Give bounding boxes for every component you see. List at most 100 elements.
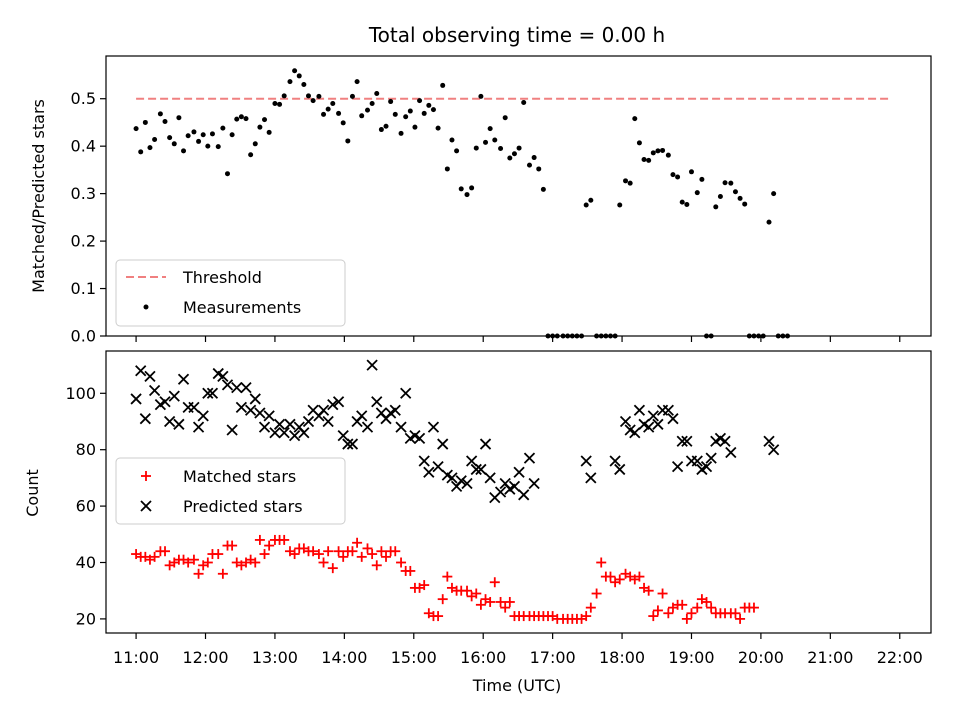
predicted-stars-point [580,455,592,467]
measurement-point [417,98,423,104]
measurement-point [248,152,254,158]
matched-stars-point [202,557,213,568]
measurement-point [138,149,144,155]
matched-stars-point [338,551,349,562]
predicted-stars-point [139,413,151,425]
predicted-stars-point [389,404,401,416]
measurement-point [412,124,418,130]
matched-stars-point [188,554,199,565]
matched-stars-point [585,602,596,613]
measurement-point [403,114,409,120]
matched-stars-point [648,611,659,622]
predicted-stars-point [235,401,248,414]
predicted-stars-point [475,463,487,476]
predicted-stars-point [614,463,626,476]
predicted-stars-point [681,435,693,447]
matched-stars-point [318,557,329,568]
measurement-point [679,199,685,205]
measurement-point [627,180,633,186]
measurement-point [292,68,298,74]
top-y-tick-label: 0.5 [71,89,96,108]
predicted-stars-point [356,410,368,422]
bottom-y-tick-label: 100 [65,384,96,403]
bottom-panel: 20 40 60 80 100 11:00 12:00 13:00 14:00 15:00 16:… [23,350,932,695]
matched-stars-point [643,585,654,596]
x-tick-label: 18:00 [599,648,645,667]
measurement-point [287,79,293,85]
measurement-point [737,195,743,201]
measurement-point [176,115,182,121]
bottom-y-tick-label: 80 [76,440,96,459]
measurement-point [152,137,158,143]
measurement-point [354,79,360,85]
predicted-stars-point [494,486,507,498]
measurement-point [316,93,322,99]
predicted-stars-point [518,489,530,501]
predicted-stars-point [148,384,161,397]
matched-stars-point [160,546,171,557]
measurement-point [699,176,705,182]
predicted-stars-point [206,387,219,399]
measurement-point [167,135,173,141]
measurement-point [478,93,484,99]
measurement-point [359,113,365,119]
measurement-point [531,155,537,161]
matched-stars-point [308,546,319,557]
matched-stars-point [657,588,668,599]
predicted-stars-point [226,424,238,436]
predicted-stars-point [327,398,339,411]
bottom-y-tick-label: 20 [76,609,96,628]
bottom-y-tick-label: 40 [76,553,96,572]
predicted-stars-point [322,415,334,428]
predicted-stars-point [361,421,374,433]
matched-stars-point [677,599,688,610]
matched-stars-point [149,551,160,562]
measurement-point [196,138,202,144]
measurement-point [492,137,498,143]
predicted-stars-point [371,396,383,408]
matched-stars-point [442,571,453,582]
measurement-point [220,125,226,131]
measurement-point [444,166,450,172]
measurement-point [142,119,148,125]
bottom-axes-frame [105,350,932,634]
matched-stars-point [663,608,674,619]
measurement-point [388,99,394,105]
predicted-stars-point [423,466,435,478]
matched-stars-point [405,565,416,576]
predicted-stars-point [418,455,430,467]
measurement-point [229,132,235,138]
matched-stars-point [692,602,703,613]
predicted-stars-point [197,410,209,422]
top-y-tick-label: 0.4 [71,137,96,156]
matched-stars-point [183,557,194,568]
measurement-point [374,90,380,96]
measurement-point [526,162,532,168]
measurement-point [369,100,375,106]
top-y-axis-label: Matched/Predicted stars [29,99,48,293]
measurement-point [670,172,676,178]
measurement-point [507,155,513,161]
top-y-tick-label: 0.3 [71,184,96,203]
predicted-stars-point [691,455,703,467]
predicted-stars-point [130,393,142,405]
bottom-y-tick-label: 60 [76,497,96,516]
predicted-stars-point [461,477,473,490]
matched-stars-point [376,546,387,557]
predicted-stars-point [202,387,214,399]
x-tick-label: 15:00 [391,648,437,667]
matched-stars-point [381,551,392,562]
measurement-point [277,101,283,107]
measurement-point [162,118,168,124]
series-predicted-stars [130,359,780,504]
matched-stars-point [250,557,261,568]
top-plot-area [133,68,889,339]
matched-stars-point [489,577,500,588]
predicted-stars-point [528,477,540,490]
measurement-point [262,117,268,123]
predicted-stars-point [484,472,496,484]
measurement-point [147,145,153,151]
predicted-stars-point [513,466,525,478]
